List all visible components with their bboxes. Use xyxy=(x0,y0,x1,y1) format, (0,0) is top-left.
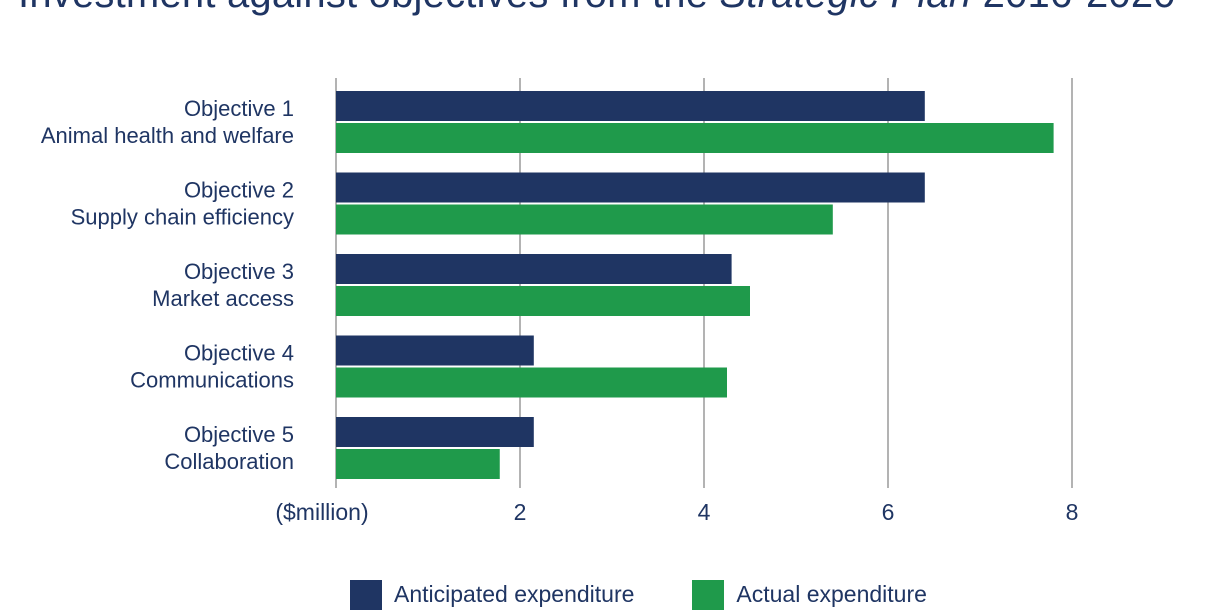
x-tick-label-4: 4 xyxy=(698,499,711,525)
category-label-1-objective: Objective 1 xyxy=(184,96,294,121)
category-label-1-name: Animal health and welfare xyxy=(41,123,294,148)
legend: Anticipated expenditure Actual expenditu… xyxy=(350,580,927,610)
x-tick-label-6: 6 xyxy=(882,499,895,525)
bar-anticipated-objective-2 xyxy=(336,172,925,203)
x-axis-unit-label: ($million) xyxy=(275,499,368,525)
legend-item-anticipated: Anticipated expenditure xyxy=(350,580,634,610)
chart-title-tail: 2016-2020 xyxy=(983,0,1176,16)
bar-actual-objective-5 xyxy=(336,449,500,479)
bar-anticipated-objective-4 xyxy=(336,335,534,366)
category-label-5-name: Collaboration xyxy=(164,449,294,474)
chart-title-emphasis: Strategic Plan xyxy=(720,0,972,16)
bar-actual-objective-1 xyxy=(336,123,1054,153)
category-label-2-objective: Objective 2 xyxy=(184,178,294,203)
bar-actual-objective-4 xyxy=(336,367,727,398)
x-tick-label-2: 2 xyxy=(514,499,527,525)
bar-anticipated-objective-1 xyxy=(336,91,925,121)
legend-label-anticipated: Anticipated expenditure xyxy=(394,581,635,607)
bar-actual-objective-3 xyxy=(336,286,750,316)
bar-anticipated-objective-5 xyxy=(336,417,534,447)
chart-title: Investment against objectives from the S… xyxy=(18,0,1176,17)
category-label-3-name: Market access xyxy=(152,286,294,311)
chart-title-lead: Investment against objectives from the xyxy=(18,0,708,16)
x-tick-label-8: 8 xyxy=(1066,499,1079,525)
category-label-3-objective: Objective 3 xyxy=(184,259,294,284)
legend-item-actual: Actual expenditure xyxy=(692,580,927,610)
bar-actual-objective-2 xyxy=(336,204,833,235)
legend-swatch-actual xyxy=(692,580,725,610)
bar-anticipated-objective-3 xyxy=(336,254,732,284)
category-label-2-name: Supply chain efficiency xyxy=(71,205,294,230)
legend-label-actual: Actual expenditure xyxy=(736,581,927,607)
category-label-4-objective: Objective 4 xyxy=(184,341,294,366)
category-label-4-name: Communications xyxy=(130,368,294,393)
category-label-5-objective: Objective 5 xyxy=(184,422,294,447)
legend-swatch-anticipated xyxy=(350,580,382,610)
